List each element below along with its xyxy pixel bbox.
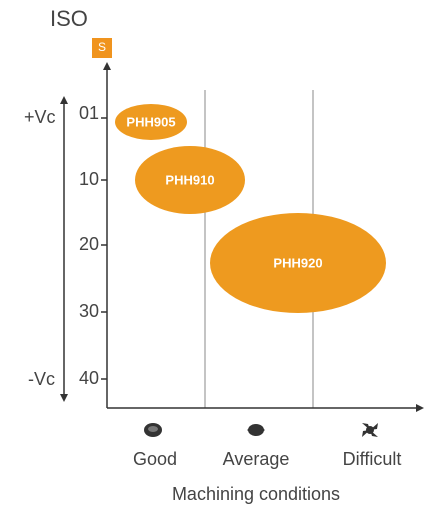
material-label: S <box>98 40 106 54</box>
material-box <box>92 38 112 58</box>
tick-label: 30 <box>79 301 99 321</box>
speed-bottom: -Vc <box>28 369 55 389</box>
condition-label: Average <box>223 449 290 469</box>
tick-label: 01 <box>79 103 99 123</box>
icon-good <box>148 426 158 432</box>
ticks: 01 10 20 30 40 <box>79 103 107 388</box>
x-axis-title: Machining conditions <box>172 484 340 504</box>
grade-label: PHH905 <box>126 114 175 129</box>
grade-ellipse <box>115 104 187 140</box>
grade-label: PHH910 <box>165 172 214 187</box>
condition-icons <box>144 423 378 437</box>
tick-label: 40 <box>79 368 99 388</box>
icon-average <box>247 427 265 433</box>
icon-difficult <box>366 426 374 434</box>
condition-label: Difficult <box>343 449 402 469</box>
icon-average <box>248 424 264 436</box>
condition-label: Good <box>133 449 177 469</box>
tick-label: 10 <box>79 169 99 189</box>
iso-title: ISO <box>50 6 88 31</box>
grade-ellipse <box>210 213 386 313</box>
grade-ellipse <box>135 146 245 214</box>
grade-label: PHH920 <box>273 255 322 270</box>
speed-top: +Vc <box>24 107 56 127</box>
icon-difficult <box>362 423 378 437</box>
tick-label: 20 <box>79 234 99 254</box>
